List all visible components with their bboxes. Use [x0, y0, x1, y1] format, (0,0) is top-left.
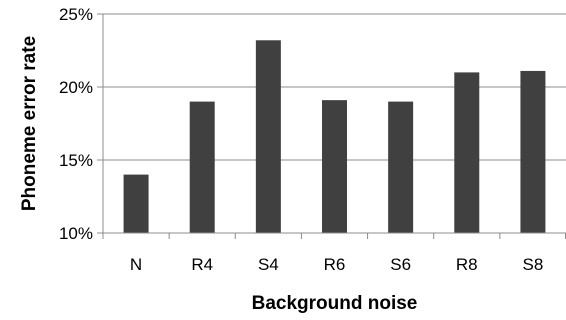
bar-s4	[255, 40, 281, 233]
bar-r6	[322, 100, 347, 233]
x-tick-label: N	[130, 255, 142, 274]
bar-s8	[520, 70, 546, 233]
y-axis-title: Phoneme error rate	[19, 36, 40, 211]
bars	[123, 40, 546, 234]
bar-n	[123, 174, 149, 233]
y-tick-label: 20%	[59, 78, 93, 97]
axes	[97, 13, 566, 239]
y-tick-label: 15%	[59, 151, 93, 170]
bar-r4	[189, 101, 215, 233]
x-tick-label: R6	[324, 255, 346, 274]
x-tick-label: S4	[258, 255, 279, 274]
bar-r8	[454, 72, 480, 234]
x-axis-title: Background noise	[252, 293, 418, 314]
y-tick-label: 10%	[59, 224, 93, 243]
x-tick-label: R8	[456, 255, 478, 274]
bar-s6	[388, 101, 414, 233]
tick-labels: 10% 15% 20% 25% N R4 S4 R6 S6 R8 S8	[59, 5, 543, 274]
x-tick-label: S6	[390, 255, 411, 274]
x-tick-label: S8	[523, 255, 544, 274]
x-tick-label: R4	[191, 255, 213, 274]
y-tick-label: 25%	[59, 5, 93, 24]
